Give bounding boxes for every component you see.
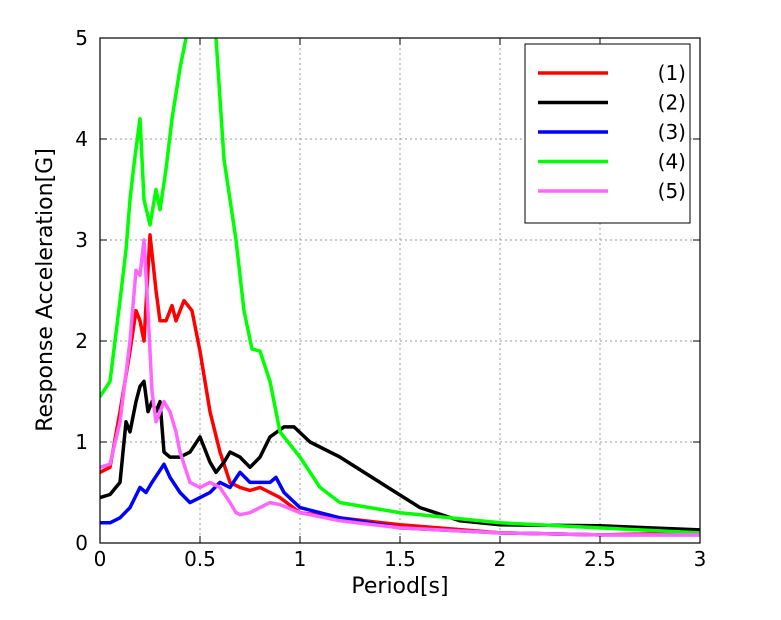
series-line-3: [100, 462, 700, 537]
y-tick-label: 0: [75, 531, 88, 555]
x-tick-label: 2: [494, 547, 507, 571]
y-tick-label: 3: [75, 228, 88, 252]
y-tick-label: 2: [75, 329, 88, 353]
series-line-4: [100, 38, 700, 535]
x-tick-label: 1: [294, 547, 307, 571]
series-lines: [100, 38, 700, 537]
y-tick-label: 1: [75, 430, 88, 454]
legend-label-2: (2): [658, 91, 686, 115]
x-tick-label: 0: [94, 547, 107, 571]
legend: (1) (2) (3) (4) (5): [524, 43, 691, 224]
legend-label-3: (3): [658, 120, 686, 144]
y-tick-label: 4: [75, 127, 88, 151]
x-axis-label: Period[s]: [351, 574, 448, 599]
legend-label-5: (5): [658, 179, 686, 203]
legend-label-4: (4): [658, 150, 686, 174]
x-tick-label: 0.5: [184, 547, 216, 571]
y-axis-label: Response Acceleration[G]: [33, 148, 58, 432]
legend-label-1: (1): [658, 61, 686, 85]
x-tick-label: 3: [694, 547, 707, 571]
y-tick-label: 5: [75, 26, 88, 50]
series-line-2: [100, 379, 700, 532]
x-tick-label: 2.5: [584, 547, 616, 571]
x-tick-label: 1.5: [384, 547, 416, 571]
series-line-5: [100, 238, 700, 537]
axis-ticks: 0 0.5 1 1.5 2 2.5 3 0 1 2 3 4 5: [75, 26, 706, 571]
